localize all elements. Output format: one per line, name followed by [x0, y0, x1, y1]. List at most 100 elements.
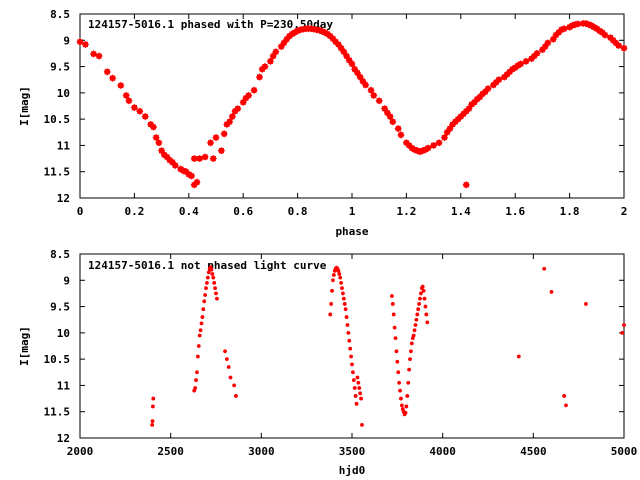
- phased-data-point-core: [569, 22, 575, 29]
- phased-x-tick-label: 1.6: [505, 205, 525, 218]
- phased-data-point-core: [324, 31, 331, 37]
- phased-x-tick-label: 0.4: [179, 205, 199, 218]
- unphased-data-point: [395, 359, 400, 364]
- unphased-data-point: [396, 370, 401, 375]
- unphased-data-point: [422, 296, 427, 301]
- unphased-data-point: [620, 330, 625, 335]
- phased-data-point-core: [91, 51, 97, 57]
- unphased-x-tick-label: 5000: [611, 445, 638, 458]
- unphased-x-tick-label: 4000: [429, 445, 456, 458]
- phased-data-point-core: [172, 162, 178, 169]
- phased-data-point-core: [594, 26, 600, 32]
- phased-data-point-core: [583, 20, 589, 27]
- unphased-data-point: [196, 344, 201, 348]
- unphased-data-point: [351, 370, 355, 375]
- unphased-x-tick-label: 3500: [339, 445, 366, 458]
- phased-data-point-core: [191, 182, 197, 188]
- unphased-data-point: [329, 302, 334, 306]
- phased-data-point-core: [227, 119, 233, 125]
- unphased-data-point: [150, 419, 155, 424]
- phased-data-point-core: [539, 47, 545, 53]
- unphased-data-point: [209, 267, 214, 272]
- phased-y-tick-label: 8.5: [50, 8, 70, 21]
- unphased-data-point: [425, 320, 430, 325]
- phased-y-tick-label: 10.5: [44, 113, 71, 126]
- unphased-data-point: [415, 312, 420, 317]
- phased-data-point-core: [316, 27, 322, 33]
- unphased-data-point: [338, 275, 343, 280]
- phased-data-point-core: [509, 66, 516, 72]
- phased-data-point-core: [515, 62, 521, 69]
- unphased-data-point: [223, 349, 227, 354]
- unphased-data-point: [562, 394, 567, 398]
- unphased-data-point: [215, 296, 219, 301]
- unphased-data-point: [354, 401, 359, 406]
- phased-x-tick-label: 1: [349, 205, 356, 218]
- phased-data-point-core: [420, 148, 426, 154]
- unphased-data-point: [412, 328, 417, 333]
- phased-data-point-core: [479, 91, 486, 97]
- unphased-data-point: [204, 286, 208, 291]
- phased-data-point-core: [496, 77, 502, 83]
- phased-data-point-core: [335, 41, 341, 48]
- unphased-y-tick-label: 10.5: [44, 353, 71, 366]
- unphased-data-point: [349, 354, 353, 359]
- phased-data-point-core: [150, 124, 157, 130]
- phased-data-point-core: [180, 168, 186, 174]
- phased-data-point-core: [482, 89, 488, 95]
- unphased-data-point: [343, 307, 348, 312]
- phased-data-point-core: [469, 101, 475, 108]
- unphased-data-point: [424, 312, 429, 317]
- phased-data-point-core: [267, 58, 273, 64]
- unphased-y-tick-label: 8.5: [50, 248, 70, 261]
- phased-data-point-core: [346, 57, 352, 63]
- phased-data-point-core: [243, 95, 249, 101]
- phased-data-point-core: [197, 155, 203, 162]
- phased-x-tick-label: 0.8: [288, 205, 308, 218]
- unphased-data-point: [198, 328, 203, 333]
- unphased-data-point: [418, 296, 422, 301]
- phased-data-point-core: [512, 65, 518, 71]
- unphased-y-tick-label: 9.5: [50, 301, 70, 314]
- phased-data-point-core: [126, 98, 132, 104]
- unphased-data-point: [358, 391, 363, 396]
- phased-data-point-core: [338, 45, 344, 51]
- unphased-data-point: [195, 354, 200, 359]
- phased-data-point-core: [545, 40, 551, 46]
- phased-data-point-core: [607, 35, 613, 41]
- phased-data-point-core: [441, 134, 448, 141]
- phased-data-point-core: [382, 106, 388, 112]
- unphased-data-point: [348, 346, 353, 351]
- unphased-data-point: [353, 394, 358, 398]
- phased-y-tick-label: 9.5: [50, 61, 70, 74]
- phased-data-point-core: [246, 92, 252, 99]
- unphased-data-point: [151, 396, 156, 401]
- unphased-data-point: [392, 325, 397, 330]
- unphased-data-point: [406, 380, 411, 385]
- phased-data-point-core: [596, 28, 603, 34]
- phased-data-point-core: [167, 157, 173, 163]
- phased-x-tick-label: 1.4: [451, 205, 471, 218]
- phased-x-tick-label: 0.6: [233, 205, 253, 218]
- unphased-data-point: [331, 278, 335, 283]
- phased-chart-title: 124157-5016.1 phased with P=230.50day: [88, 18, 333, 31]
- unphased-data-point: [407, 367, 412, 372]
- phased-data-point-core: [183, 169, 189, 175]
- phased-data-point-core: [458, 113, 464, 120]
- phased-data-point-core: [425, 145, 431, 151]
- unphased-data-point: [390, 302, 395, 306]
- unphased-light-curve-panel: 124157-5016.1 not phased light curve hjd…: [18, 248, 637, 477]
- unphased-data-point: [201, 307, 206, 312]
- unphased-data-point: [355, 375, 360, 380]
- phased-data-point-core: [164, 154, 170, 160]
- phased-data-point-core: [286, 33, 293, 39]
- phased-data-point-core: [352, 66, 358, 72]
- unphased-data-point: [200, 315, 205, 319]
- phased-data-point-core: [558, 27, 565, 33]
- unphased-plot-frame: [79, 253, 625, 439]
- phased-data-point-core: [534, 50, 540, 57]
- phased-data-point-core: [327, 33, 333, 39]
- unphased-data-point: [195, 370, 199, 375]
- unphased-data-point: [622, 323, 626, 327]
